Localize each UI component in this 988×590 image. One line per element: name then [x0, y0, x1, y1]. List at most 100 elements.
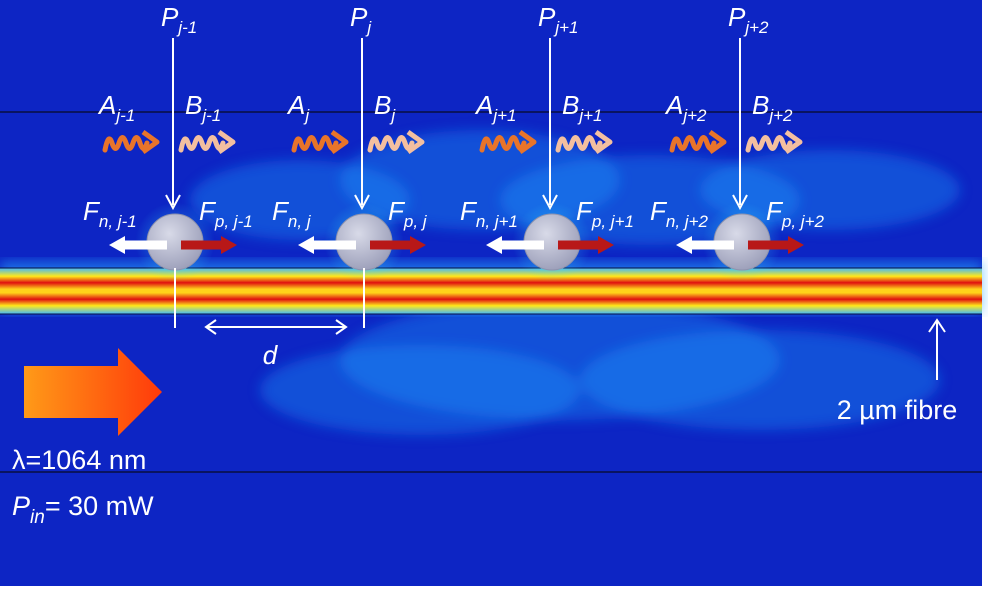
force-p-label-symbol: F	[576, 196, 594, 226]
force-p-label: Fp, j-1	[199, 196, 253, 231]
wavelength-label: λ=1064 nm	[12, 445, 146, 475]
wave-a	[291, 135, 339, 153]
spacing-arrow	[204, 319, 348, 335]
force-p-arrowhead	[410, 236, 426, 254]
force-p-label-subscript: p, j	[403, 212, 428, 231]
amp-b-label-subscript: j	[389, 106, 396, 125]
amp-a-label: Aj	[286, 90, 310, 125]
amp-a-label-symbol: A	[97, 90, 116, 120]
wave-a-head	[518, 129, 537, 155]
force-p-label: Fp, j+1	[576, 196, 634, 231]
fibre-label: 2 µm fibre	[837, 395, 958, 425]
wave-b-head	[406, 129, 425, 155]
force-p-arrowhead	[221, 236, 237, 254]
force-n-label: Fn, j-1	[83, 196, 137, 231]
wave-a	[102, 135, 150, 153]
amp-b-label-subscript: j+1	[577, 106, 602, 125]
force-n-label-symbol: F	[272, 196, 290, 226]
power-label-symbol: P	[161, 2, 179, 32]
amp-a-label-subscript: j+2	[681, 106, 707, 125]
incident-power-arrowhead	[732, 194, 748, 211]
amp-a-label-symbol: A	[286, 90, 305, 120]
force-p-label-symbol: F	[388, 196, 406, 226]
amp-b-label: Bj+1	[562, 90, 603, 125]
force-p-arrowhead	[598, 236, 614, 254]
incident-power-arrowhead	[542, 194, 558, 211]
amp-b-label-symbol: B	[562, 90, 579, 120]
input-power-label: Pin= 30 mW	[12, 491, 154, 528]
amp-b-label: Bj	[374, 90, 396, 125]
power-label-subscript: j+2	[743, 18, 769, 37]
amp-a-label-subscript: j-1	[114, 106, 135, 125]
wave-a	[479, 135, 527, 153]
force-n-label-subscript: n, j-1	[99, 212, 137, 231]
wave-b-head	[784, 129, 803, 155]
power-label-symbol: P	[350, 2, 368, 32]
amp-a-label-symbol: A	[474, 90, 493, 120]
wave-a-head	[330, 129, 349, 155]
amp-a-label-subscript: j+1	[491, 106, 516, 125]
force-p-label: Fp, j+2	[766, 196, 824, 231]
force-n-label-subscript: n, j	[288, 212, 312, 231]
amp-b-label-subscript: j+2	[767, 106, 793, 125]
input-power-symbol: P	[12, 491, 30, 521]
incident-power-arrowhead	[354, 194, 370, 211]
wave-a-head	[141, 129, 160, 155]
wave-b-head	[217, 129, 236, 155]
force-p-label-subscript: p, j+2	[781, 212, 825, 231]
wave-b-head	[594, 129, 613, 155]
force-n-arrowhead	[109, 236, 125, 254]
amp-b-label-symbol: B	[752, 90, 769, 120]
force-n-arrowhead	[676, 236, 692, 254]
force-p-label-symbol: F	[199, 196, 217, 226]
power-label-symbol: P	[728, 2, 746, 32]
power-label: Pj+2	[728, 2, 769, 37]
power-label: Pj+1	[538, 2, 579, 37]
force-n-label-subscript: n, j+1	[476, 212, 518, 231]
power-label: Pj-1	[161, 2, 197, 37]
fibre-pointer-arrow	[928, 318, 946, 380]
amp-b-label: Bj+2	[752, 90, 793, 125]
force-n-label: Fn, j+1	[460, 196, 518, 231]
force-n-label-symbol: F	[460, 196, 478, 226]
amp-a-label: Aj-1	[97, 90, 135, 125]
wave-a	[669, 135, 717, 153]
input-power-subscript: in	[30, 507, 45, 528]
amp-b-label-symbol: B	[374, 90, 391, 120]
power-label: Pj	[350, 2, 372, 37]
incident-power-arrowhead	[165, 194, 181, 211]
input-power-value: = 30 mW	[45, 491, 154, 521]
force-n-arrowhead	[298, 236, 314, 254]
amp-b-label-symbol: B	[185, 90, 202, 120]
power-label-symbol: P	[538, 2, 556, 32]
force-p-label: Fp, j	[388, 196, 428, 231]
fibre	[0, 268, 982, 314]
force-p-label-subscript: p, j+1	[591, 212, 634, 231]
wave-b	[367, 135, 415, 153]
amp-b-label: Bj-1	[185, 90, 221, 125]
force-n-label-symbol: F	[650, 196, 668, 226]
force-n-label: Fn, j+2	[650, 196, 708, 231]
power-label-subscript: j+1	[553, 18, 578, 37]
force-n-label-symbol: F	[83, 196, 101, 226]
amp-a-label: Aj+2	[664, 90, 707, 125]
amp-a-label-symbol: A	[664, 90, 683, 120]
force-n-arrowhead	[486, 236, 502, 254]
force-n-label: Fn, j	[272, 196, 312, 231]
spacing-label: d	[263, 340, 279, 370]
wave-b	[555, 135, 603, 153]
wave-b	[745, 135, 793, 153]
force-p-arrowhead	[788, 236, 804, 254]
force-p-label-symbol: F	[766, 196, 784, 226]
power-label-subscript: j	[365, 18, 372, 37]
force-p-label-subscript: p, j-1	[214, 212, 253, 231]
amp-a-label: Aj+1	[474, 90, 517, 125]
input-beam-arrow	[24, 348, 162, 436]
wave-b	[178, 135, 226, 153]
amp-a-label-subscript: j	[303, 106, 310, 125]
force-n-label-subscript: n, j+2	[666, 212, 709, 231]
power-label-subscript: j-1	[176, 18, 197, 37]
